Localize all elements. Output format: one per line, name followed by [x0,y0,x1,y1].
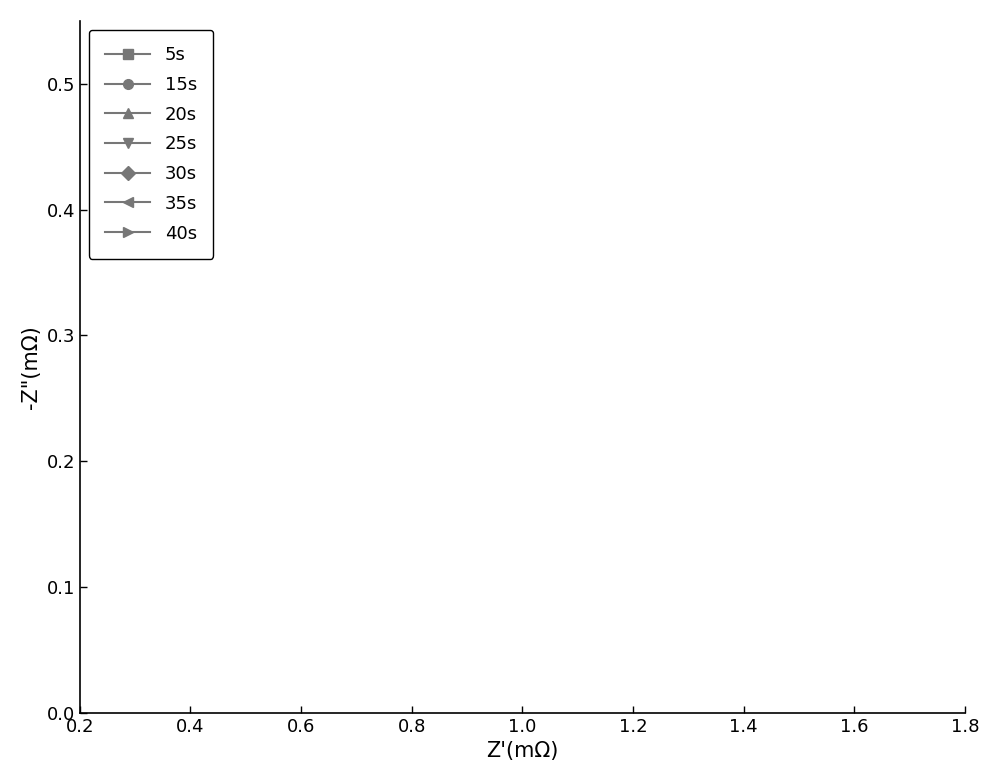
X-axis label: Z'(mΩ): Z'(mΩ) [486,741,559,761]
Legend: 5s, 15s, 20s, 25s, 30s, 35s, 40s: 5s, 15s, 20s, 25s, 30s, 35s, 40s [89,30,213,259]
Y-axis label: -Z"(mΩ): -Z"(mΩ) [21,325,41,409]
